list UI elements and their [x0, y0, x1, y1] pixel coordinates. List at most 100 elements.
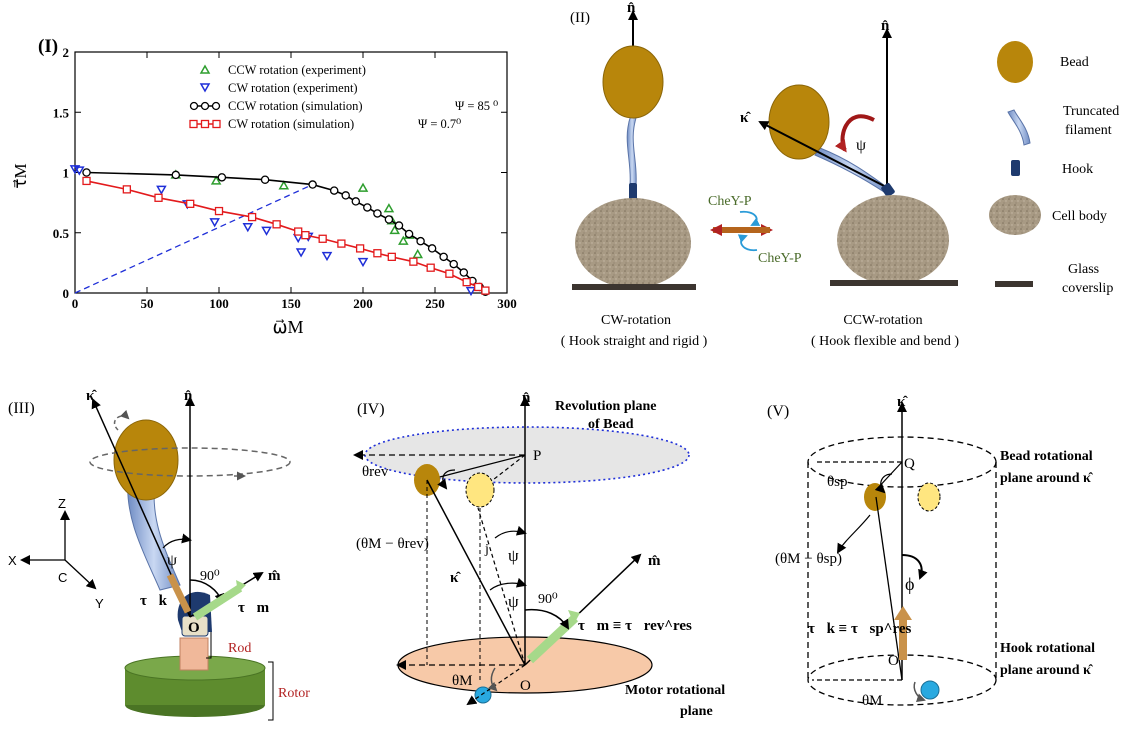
data-point-ccw-exp [210, 175, 222, 185]
chart-legend: CCW rotation (experiment) CW rotation (e… [189, 63, 498, 131]
x-axis-label: ω⃗M [272, 317, 303, 337]
y-tick-label: 0 [63, 286, 70, 301]
tau-k-arrow [166, 573, 192, 614]
psi-arc-4b [489, 577, 527, 591]
kappa-axis-ccw [758, 121, 889, 189]
revolution-plane-label: Revolution plane [555, 399, 657, 414]
data-point-ccw-sim [459, 268, 469, 277]
data-point-ccw-exp [412, 248, 424, 259]
y-axis-label: τ⃗M [11, 163, 30, 188]
cw-caption-sub: ( Hook straight and rigid ) [561, 334, 708, 349]
bead-ghost-4 [465, 472, 495, 508]
spin-arrow-3 [113, 409, 130, 431]
tau-k-arrowhead-5 [894, 606, 912, 620]
theta-diff-arc-4 [437, 469, 456, 490]
chart-marks [69, 165, 490, 297]
hook-straight [629, 183, 637, 201]
bead-radius-line [427, 454, 526, 481]
panel-label-3: (III) [8, 400, 35, 417]
bead-3 [113, 419, 179, 501]
ghost-kappa-line-4 [477, 507, 526, 666]
c-label: C [58, 570, 67, 585]
data-point-ccw-sim [308, 180, 317, 189]
coverslip-cw [572, 284, 696, 290]
data-point-cw-sim [272, 220, 281, 229]
x-tick-label: 50 [141, 296, 154, 311]
psi-label-3: ψ [167, 552, 177, 569]
hook-plane-label: Hook rotational [1000, 641, 1095, 656]
data-point-ccw-sim [351, 197, 361, 206]
origin-label-3: O [188, 620, 200, 636]
tau-rev-equiv: τ⃗m ≡ τ⃗rev^res [578, 618, 692, 634]
y-tick-label: 0.5 [53, 226, 70, 241]
origin-label-5: O [888, 653, 899, 669]
data-point-cw-exp [74, 166, 85, 176]
data-point-ccw-sim [373, 209, 382, 218]
panel-label-5: (V) [767, 403, 789, 420]
hook-point-5 [920, 680, 940, 700]
tau-sp-equiv: τ⃗k ≡ τ⃗sp^res [808, 621, 911, 637]
data-point-cw-sim [337, 239, 346, 248]
data-point-ccw-sim [416, 236, 425, 246]
data-point-ccw-sim [404, 229, 414, 239]
motor-point-4 [474, 686, 492, 704]
rotor-bracket [268, 661, 274, 721]
legend-cell-icon [989, 195, 1041, 235]
bead-5 [864, 483, 886, 511]
legend-coverslip: Glass [1068, 262, 1099, 277]
right-angle-arc-4 [524, 608, 570, 630]
revolution-plane-label-2: of Bead [588, 417, 634, 432]
chart-axes: 0 50 100 150 200 250 300 0 0.5 1 1.5 2 [53, 45, 517, 311]
y-tick-label: 2 [63, 45, 70, 60]
kappa-line-4 [426, 479, 526, 666]
angle-label-4: 90⁰ [538, 592, 558, 607]
legend-filament-icon [1007, 109, 1031, 146]
motor-plane-label-2: plane [680, 704, 713, 719]
kappa-label-3: κ̂ [86, 388, 97, 404]
origin-label-4: O [520, 678, 531, 694]
tau-rev-arrowhead [568, 610, 580, 624]
theta-sp-label: θsp [827, 474, 848, 490]
n-hat-label-ccw: n̂ [881, 18, 890, 34]
data-point-cw-exp [321, 251, 333, 262]
n-hat-label-cw: n̂ [627, 0, 636, 16]
panel-2-states: (II) n̂ CW-rotation ( Hook straight and … [561, 0, 1120, 349]
legend-cell: Cell body [1052, 209, 1107, 224]
panel-2-legend: Bead Truncated filament Hook Cell body G… [989, 41, 1119, 296]
angle-label-3: 90⁰ [200, 569, 220, 584]
legend-marker-ccw-exp [199, 64, 211, 74]
n-label-4: n̂ [522, 390, 531, 406]
motor-plane-label: Motor rotational [625, 683, 725, 698]
panel-label-1: (I) [38, 36, 58, 57]
x-tick-label: 150 [281, 296, 301, 311]
data-point-ccw-sim [394, 221, 404, 230]
y-label: Y [95, 596, 104, 611]
theta-diff-label-5: (θM − θsp) [775, 551, 842, 567]
z-label: Z [58, 496, 66, 511]
legend-filament: Truncated [1063, 104, 1119, 119]
legend-marker-ccw-sim-a [189, 101, 199, 111]
data-point-cw-sim [82, 176, 91, 186]
data-point-ccw-exp [357, 182, 369, 192]
legend-ccw-sim-psi: Ψ = 85 ⁰ [455, 99, 498, 113]
data-point-cw-exp [357, 257, 369, 268]
theta-rev-label: θrev [362, 464, 389, 480]
rod [179, 637, 209, 671]
cell-body-ccw [837, 195, 949, 285]
rod-label: Rod [228, 641, 251, 656]
data-point-cw-sim [462, 278, 471, 287]
tau-m-label: τ⃗m [238, 600, 270, 616]
legend-marker-cw-sim-a [189, 119, 198, 129]
data-point-ccw-exp [278, 180, 290, 190]
chey-curl-bottom [737, 234, 758, 252]
bead-plane-label-2: plane around κ̂ [1000, 471, 1094, 486]
filament-straight [626, 114, 638, 186]
psi-arc-ccw [834, 114, 875, 153]
n-label-3: n̂ [184, 388, 193, 404]
legend-bead: Bead [1060, 55, 1089, 70]
data-point-ccw-exp [389, 224, 400, 235]
psi-arc-4a [494, 525, 527, 539]
legend-coverslip-2: coverslip [1062, 281, 1113, 296]
tau-m-arrow [192, 584, 243, 621]
